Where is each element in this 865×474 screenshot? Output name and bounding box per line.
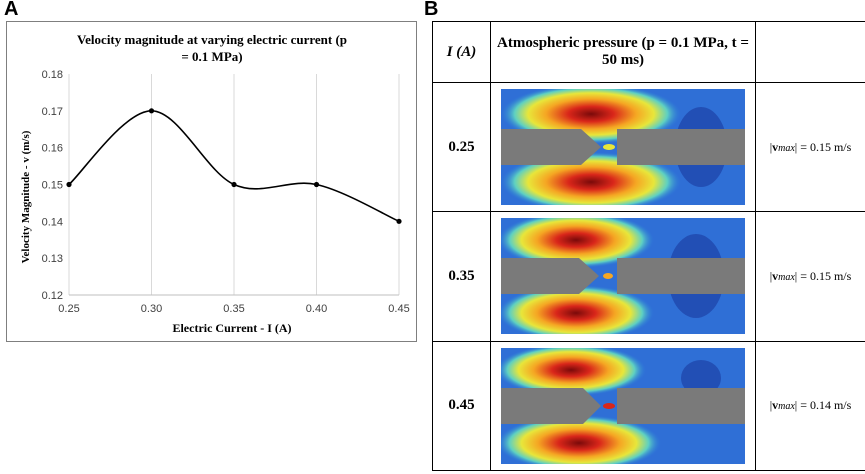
y-tick-label: 0.13 [42, 253, 63, 265]
data-point [396, 218, 402, 224]
series-line [68, 110, 400, 223]
row-vmax: |vmax| = 0.15 m/s [755, 211, 865, 342]
x-tick-label: 0.40 [306, 303, 327, 315]
velocity-chart: Velocity magnitude at varying electric c… [20, 32, 410, 335]
data-point [66, 181, 72, 188]
chart-ticks: 0.25 0.30 0.35 0.40 0.45 0.12 0.13 0.14 0.15 0.16… [42, 69, 410, 315]
data-point [231, 181, 237, 188]
row-vmax: |vmax| = 0.14 m/s [755, 340, 865, 472]
row-current: 0.35 [432, 211, 491, 342]
electrode-right [617, 258, 745, 295]
y-tick-label: 0.15 [42, 180, 63, 192]
y-tick-label: 0.12 [42, 290, 63, 302]
row-current: 0.45 [432, 340, 491, 472]
y-tick-label: 0.17 [42, 106, 63, 118]
y-tick-label: 0.14 [42, 216, 63, 228]
simulation-table-panel: I (A) Atmospheric pressure (p = 0.1 MPa,… [432, 21, 865, 472]
chart-points [66, 108, 402, 224]
header-condition: Atmospheric pressure (p = 0.1 MPa, t = 5… [490, 21, 756, 83]
header-current-label: I (A) [446, 43, 477, 60]
velocity-chart-panel: Velocity magnitude at varying electric c… [6, 21, 417, 342]
data-point [148, 108, 155, 114]
row-vmax: |vmax| = 0.15 m/s [755, 81, 865, 213]
panel-label-a: A [4, 0, 19, 20]
electrode-right [617, 129, 745, 166]
row-vmax-value: = 0.15 m/s [800, 268, 852, 283]
y-tick-label: 0.18 [42, 69, 63, 81]
chart-title-line2: = 0.1 MPa) [181, 49, 242, 64]
y-tick-label: 0.16 [42, 143, 63, 155]
flow-field-image [490, 211, 756, 342]
electrode-left [501, 387, 601, 424]
flow-field-image [490, 81, 756, 213]
electrode-left [501, 129, 601, 166]
table-header-row: I (A) Atmospheric pressure (p = 0.1 MPa,… [432, 21, 865, 83]
table-row: 0.35 |vmax| = 0.15 m/s [432, 211, 865, 342]
row-vmax-value: = 0.14 m/s [800, 398, 852, 413]
flow-field-image [490, 340, 756, 472]
row-vmax-value: = 0.15 m/s [800, 139, 852, 154]
electrode-right [617, 387, 745, 424]
row-current: 0.25 [432, 81, 491, 213]
x-tick-label: 0.30 [141, 303, 162, 315]
y-axis-label: Velocity Magnitude - v (m/s) [20, 130, 32, 263]
header-current: I (A) [432, 21, 491, 83]
flow-field-plot [501, 347, 745, 464]
x-tick-label: 0.45 [388, 303, 409, 315]
header-velocity-blank [755, 21, 865, 83]
flow-field-plot [501, 218, 745, 335]
flow-field-plot [501, 89, 745, 206]
x-axis-label: Electric Current - I (A) [172, 321, 291, 335]
x-tick-label: 0.35 [223, 303, 244, 315]
table-row: 0.25 |vmax| = 0.15 m/s [432, 81, 865, 213]
electrode-left [501, 258, 599, 295]
panel-label-b: B [424, 0, 439, 20]
table-row: 0.45 |vmax| = 0.14 m/s [432, 340, 865, 472]
x-tick-label: 0.25 [58, 303, 79, 315]
chart-title-line1: Velocity magnitude at varying electric c… [77, 32, 347, 47]
data-point [313, 181, 320, 188]
simulation-table: I (A) Atmospheric pressure (p = 0.1 MPa,… [432, 21, 865, 472]
